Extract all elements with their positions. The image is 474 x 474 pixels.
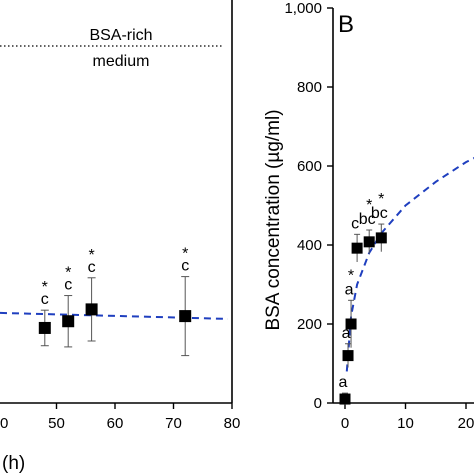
panel-b-x-tick-label: 10 xyxy=(397,415,414,432)
significance-letter: bc xyxy=(371,205,388,222)
data-marker xyxy=(179,310,192,323)
reference-label-line1: BSA-rich xyxy=(89,27,152,44)
panel-a-x-tick-label: 0 xyxy=(0,415,8,432)
data-point: bc* xyxy=(371,191,388,252)
significance-star: * xyxy=(182,246,188,263)
data-marker xyxy=(85,303,98,316)
panel-b-label: B xyxy=(338,11,354,38)
data-point: c xyxy=(351,215,363,262)
data-point: a xyxy=(342,325,354,368)
panel-a-x-ticks: 0 50 60 70 80 xyxy=(0,403,240,432)
data-point: c* xyxy=(38,279,51,347)
panel-b-x-tick-label: 20 xyxy=(458,415,474,432)
significance-star: * xyxy=(348,267,354,284)
data-marker xyxy=(38,321,51,334)
significance-letter: c xyxy=(181,258,189,275)
data-marker xyxy=(345,318,357,330)
data-point: bc* xyxy=(359,197,376,254)
significance-star: * xyxy=(42,279,48,296)
panel-b-y-tick-label: 800 xyxy=(297,79,322,96)
significance-letter: a xyxy=(342,325,351,342)
significance-letter: c xyxy=(64,277,72,294)
data-point: c* xyxy=(179,246,192,357)
significance-letter: c xyxy=(88,259,96,276)
data-marker xyxy=(375,232,387,244)
data-marker xyxy=(342,350,354,362)
significance-letter: a xyxy=(339,374,348,391)
significance-letter: a xyxy=(345,281,354,298)
data-marker xyxy=(363,236,375,248)
significance-letter: c xyxy=(351,215,359,232)
panel-a-x-tick-label: 50 xyxy=(48,415,65,432)
data-point: a* xyxy=(345,267,357,348)
panel-a-points: c* c* c*c* xyxy=(38,246,192,357)
fit-curve-b xyxy=(345,157,474,372)
significance-star: * xyxy=(366,197,372,214)
panel-b-points: aaa*c bc*bc* xyxy=(339,191,388,405)
panel-b-y-axis-label: BSA concentration (µg/ml) xyxy=(263,109,284,330)
panel-b-x-tick-label: 0 xyxy=(341,415,349,432)
fit-line-a xyxy=(0,311,229,320)
panel-a-x-tick-label: 60 xyxy=(107,415,124,432)
panel-b-y-tick-label: 0 xyxy=(314,395,322,412)
panel-b-y-tick-label: 200 xyxy=(297,316,322,333)
panel-b-y-tick-label: 600 xyxy=(297,158,322,175)
panel-b-y-tick-label: 1,000 xyxy=(284,0,322,17)
data-point: c* xyxy=(62,265,75,348)
panel-b-y-tick-label: 400 xyxy=(297,237,322,254)
significance-star: * xyxy=(378,191,384,208)
reference-label-line2: medium xyxy=(93,53,150,70)
panel-a-x-tick-label: 80 xyxy=(224,415,241,432)
data-marker xyxy=(339,393,351,405)
data-point: c* xyxy=(85,247,98,342)
data-marker xyxy=(62,315,75,328)
significance-letter: bc xyxy=(359,211,376,228)
chart-panel-a: BSA-rich medium 0 50 60 70 80 c* c* c*c* (h) xyxy=(0,0,240,474)
data-point: a xyxy=(339,374,351,405)
significance-star: * xyxy=(88,247,94,264)
panel-a-x-tick-label: 70 xyxy=(165,415,182,432)
significance-letter: c xyxy=(41,291,49,308)
significance-star: * xyxy=(65,265,71,282)
data-marker xyxy=(351,242,363,254)
panel-a-x-axis-label: (h) xyxy=(2,453,25,474)
chart-panel-b: B BSA concentration (µg/ml) 0 10 200200400… xyxy=(263,0,474,432)
